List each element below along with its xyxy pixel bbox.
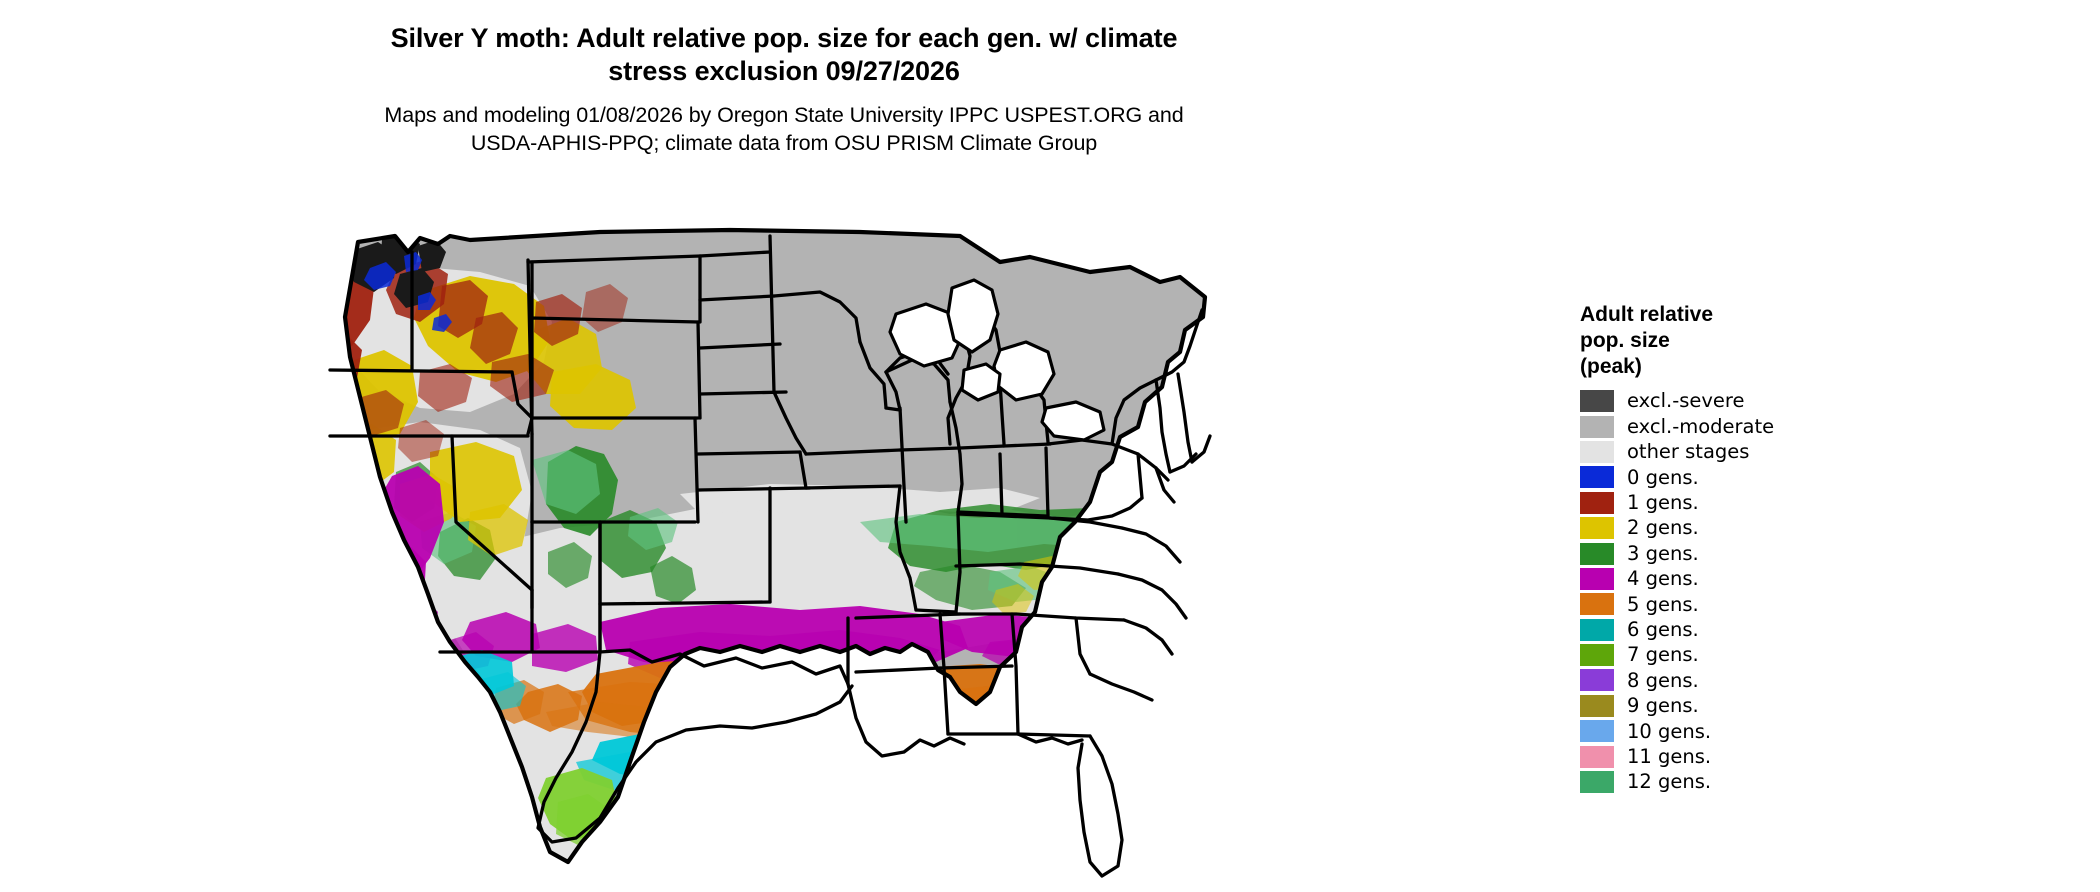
legend-swatch: [1580, 771, 1614, 794]
legend-row: 6 gens.: [1580, 617, 1880, 642]
legend-swatch: [1580, 567, 1614, 590]
great-lakes: [888, 278, 1106, 442]
us-choropleth-map: [300, 222, 1220, 882]
legend-title: Adult relative pop. size (peak): [1580, 302, 1780, 379]
legend-label: 7 gens.: [1627, 643, 1699, 667]
title-block: Silver Y moth: Adult relative pop. size …: [0, 0, 1568, 157]
page-title-line2: stress exclusion 09/27/2026: [608, 56, 960, 87]
legend-swatch: [1580, 669, 1614, 692]
legend-swatch: [1580, 390, 1614, 413]
legend-swatch: [1580, 415, 1614, 438]
legend-row: 4 gens.: [1580, 566, 1880, 591]
state-boundaries: [328, 234, 1212, 878]
page-title: Silver Y moth: Adult relative pop. size …: [254, 22, 1314, 88]
legend-swatch: [1580, 694, 1614, 717]
legend-row: other stages: [1580, 439, 1880, 464]
legend-label: excl.-severe: [1627, 389, 1745, 413]
legend-swatch: [1580, 440, 1614, 463]
legend-label: 10 gens.: [1627, 719, 1712, 743]
legend-title-line3: (peak): [1580, 354, 1642, 378]
legend-label: 9 gens.: [1627, 694, 1699, 718]
legend-swatch: [1580, 720, 1614, 743]
page-subtitle-line2: USDA-APHIS-PPQ; climate data from OSU PR…: [470, 130, 1098, 155]
legend-row: 0 gens.: [1580, 465, 1880, 490]
legend-row: 8 gens.: [1580, 668, 1880, 693]
legend-row: 2 gens.: [1580, 515, 1880, 540]
page-subtitle: Maps and modeling 01/08/2026 by Oregon S…: [224, 102, 1344, 157]
legend-row: excl.-moderate: [1580, 414, 1880, 439]
map-canvas: [300, 222, 1220, 882]
legend-label: 1 gens.: [1627, 490, 1699, 514]
legend-swatch: [1580, 466, 1614, 489]
legend-label: 2 gens.: [1627, 516, 1699, 540]
legend-label: 5 gens.: [1627, 592, 1699, 616]
legend-label: excl.-moderate: [1627, 414, 1775, 438]
legend-swatch: [1580, 745, 1614, 768]
legend-swatch: [1580, 644, 1614, 667]
legend-label: 12 gens.: [1627, 770, 1712, 794]
legend-swatch: [1580, 593, 1614, 616]
legend-swatch: [1580, 517, 1614, 540]
legend-row: 5 gens.: [1580, 592, 1880, 617]
legend-label: other stages: [1627, 440, 1750, 464]
legend-title-line1: Adult relative: [1580, 303, 1714, 326]
page-subtitle-line1: Maps and modeling 01/08/2026 by Oregon S…: [384, 103, 1184, 128]
legend-label: 8 gens.: [1627, 668, 1699, 692]
legend-label: 6 gens.: [1627, 617, 1699, 641]
legend-label: 0 gens.: [1627, 465, 1699, 489]
legend-row: 12 gens.: [1580, 769, 1880, 794]
map-legend: Adult relative pop. size (peak) excl.-se…: [1580, 302, 1880, 795]
legend-items: excl.-severe excl.-moderate other stages 0 …: [1580, 388, 1880, 794]
legend-row: 7 gens.: [1580, 642, 1880, 667]
legend-row: 1 gens.: [1580, 490, 1880, 515]
legend-row: 11 gens.: [1580, 744, 1880, 769]
legend-swatch: [1580, 618, 1614, 641]
legend-label: 11 gens.: [1627, 744, 1712, 768]
legend-row: 10 gens.: [1580, 719, 1880, 744]
legend-label: 4 gens.: [1627, 567, 1699, 591]
legend-row: 3 gens.: [1580, 541, 1880, 566]
legend-row: excl.-severe: [1580, 388, 1880, 413]
legend-row: 9 gens.: [1580, 693, 1880, 718]
page-title-line1: Silver Y moth: Adult relative pop. size …: [390, 23, 1178, 53]
legend-swatch: [1580, 542, 1614, 565]
legend-swatch: [1580, 491, 1614, 514]
legend-title-line2: pop. size: [1580, 328, 1670, 352]
legend-label: 3 gens.: [1627, 541, 1699, 565]
